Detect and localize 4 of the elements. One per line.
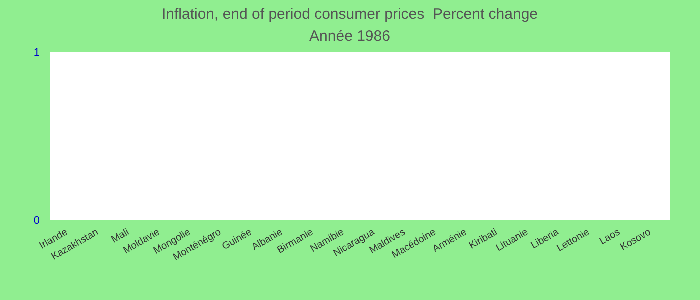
y-tick-label: 0: [34, 214, 40, 227]
chart-subtitle: Année 1986: [310, 28, 390, 45]
y-tick-label: 1: [34, 46, 40, 59]
chart-title: Inflation, end of period consumer prices Percent change: [162, 6, 538, 23]
